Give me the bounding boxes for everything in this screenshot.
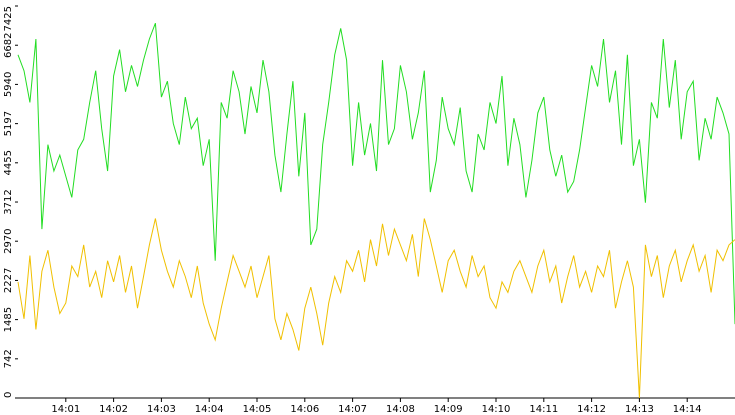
y-tick-label: 2970 xyxy=(3,228,14,253)
x-tick-label: 14:11 xyxy=(529,404,558,415)
x-tick-label: 14:04 xyxy=(195,404,224,415)
x-tick-label: 14:01 xyxy=(51,404,80,415)
y-tick-label: 7425 xyxy=(3,6,14,31)
y-tick-label: 4455 xyxy=(3,150,14,175)
x-tick-label: 14:06 xyxy=(290,404,319,415)
x-tick-label: 14:14 xyxy=(673,404,702,415)
y-tick-label: 0 xyxy=(3,392,14,398)
x-tick-label: 14:10 xyxy=(482,404,511,415)
x-tick-label: 14:08 xyxy=(386,404,415,415)
series-line xyxy=(17,23,735,325)
x-tick-label: 14:07 xyxy=(338,404,367,415)
series-line xyxy=(17,218,735,399)
y-tick-label: 6682 xyxy=(3,32,14,57)
x-tick-label: 14:03 xyxy=(147,404,176,415)
y-tick-label: 3712 xyxy=(3,189,14,214)
x-tick-label: 14:12 xyxy=(577,404,606,415)
y-tick-label: 2227 xyxy=(3,268,14,293)
x-tick-label: 14:05 xyxy=(243,404,272,415)
y-tick-label: 5940 xyxy=(3,72,14,97)
y-tick-label: 5197 xyxy=(3,111,14,136)
y-tick-label: 1485 xyxy=(3,307,14,332)
x-tick-label: 14:13 xyxy=(625,404,654,415)
x-tick-label: 14:02 xyxy=(99,404,128,415)
x-tick-label: 14:09 xyxy=(434,404,463,415)
y-tick-label: 742 xyxy=(3,349,14,368)
